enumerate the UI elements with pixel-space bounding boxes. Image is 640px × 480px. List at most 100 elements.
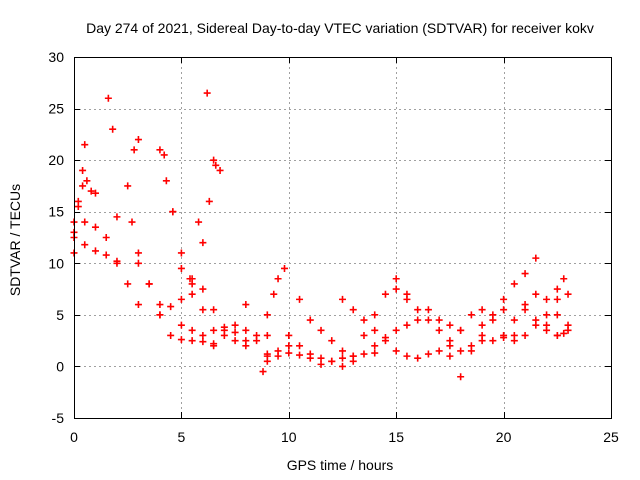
- x-tick-label: 25: [603, 429, 619, 445]
- data-point: [212, 161, 220, 169]
- series-track-ah: [521, 306, 568, 339]
- data-point: [392, 347, 400, 355]
- data-point: [203, 89, 211, 97]
- series-track-o: [212, 161, 224, 174]
- data-point: [74, 203, 82, 211]
- series-track-ab: [457, 295, 508, 381]
- series-track-i: [134, 259, 218, 348]
- data-point: [457, 326, 465, 334]
- data-point: [414, 316, 422, 324]
- data-point: [145, 280, 153, 288]
- data-point: [210, 326, 218, 334]
- data-point: [91, 189, 99, 197]
- data-point: [104, 94, 112, 102]
- data-point: [274, 275, 282, 283]
- data-point: [177, 249, 185, 257]
- x-tick-label: 20: [496, 429, 512, 445]
- data-point: [381, 334, 389, 342]
- data-point: [177, 264, 185, 272]
- data-point: [435, 316, 443, 324]
- data-point: [306, 316, 314, 324]
- data-point: [281, 264, 289, 272]
- series-track-af: [510, 290, 572, 345]
- data-point: [285, 349, 293, 357]
- series-track-p: [220, 331, 271, 350]
- data-point: [339, 347, 346, 355]
- data-point: [188, 290, 196, 298]
- data-point: [414, 354, 422, 362]
- data-point: [113, 259, 121, 267]
- data-point: [102, 234, 110, 241]
- series-track-ag: [510, 254, 572, 339]
- data-point: [134, 301, 142, 309]
- data-point: [403, 290, 411, 298]
- data-point: [134, 249, 142, 257]
- data-point: [169, 208, 177, 216]
- data-point: [285, 342, 293, 350]
- data-point: [510, 280, 518, 288]
- data-point: [339, 362, 346, 370]
- grid-lines: [74, 57, 611, 418]
- data-point: [521, 270, 529, 278]
- data-point: [467, 311, 475, 319]
- x-tick-label: 5: [178, 429, 186, 445]
- data-point: [457, 347, 465, 355]
- data-point: [167, 331, 175, 339]
- data-point: [435, 326, 443, 334]
- data-point: [205, 197, 213, 205]
- data-point: [560, 329, 568, 337]
- data-point: [446, 352, 454, 360]
- series-track-t: [263, 264, 289, 319]
- data-point: [231, 337, 239, 345]
- data-point: [296, 342, 304, 350]
- data-point: [564, 290, 572, 298]
- data-point: [371, 342, 379, 350]
- series-track-v: [296, 295, 357, 365]
- data-points: [70, 89, 572, 381]
- series-track-z: [392, 275, 465, 355]
- data-point: [403, 321, 411, 329]
- data-point: [134, 136, 142, 144]
- data-point: [81, 218, 89, 226]
- data-point: [242, 301, 250, 309]
- data-point: [328, 357, 336, 365]
- data-point: [360, 331, 368, 339]
- data-point: [532, 316, 540, 324]
- data-point: [360, 316, 368, 324]
- data-point: [446, 337, 454, 345]
- data-point: [242, 342, 250, 350]
- data-point: [478, 337, 486, 345]
- data-point: [130, 146, 138, 154]
- data-point: [156, 146, 164, 154]
- y-tick-label: 25: [48, 101, 64, 117]
- x-tick-label: 0: [70, 429, 78, 445]
- data-point: [199, 338, 207, 346]
- series-track-ae: [500, 290, 572, 339]
- y-tick-label: 5: [56, 307, 64, 323]
- data-point: [392, 326, 400, 334]
- data-point: [91, 223, 99, 231]
- series-track-m: [177, 321, 218, 350]
- data-point: [553, 285, 561, 293]
- data-point: [543, 311, 551, 319]
- data-point: [156, 311, 164, 319]
- data-point: [521, 306, 529, 314]
- data-point: [177, 321, 185, 329]
- data-point: [392, 275, 400, 283]
- data-point: [274, 352, 282, 360]
- data-point: [188, 326, 196, 334]
- series-track-ad: [478, 331, 518, 345]
- data-point: [360, 350, 368, 358]
- data-point: [296, 295, 304, 303]
- data-point: [199, 285, 207, 293]
- data-point: [177, 336, 185, 344]
- data-point: [424, 350, 432, 358]
- data-point: [83, 177, 91, 185]
- series-track-y: [371, 306, 465, 350]
- data-point: [128, 218, 136, 226]
- data-point: [124, 280, 132, 288]
- data-point: [317, 354, 325, 362]
- data-point: [210, 342, 218, 350]
- data-point: [296, 351, 304, 359]
